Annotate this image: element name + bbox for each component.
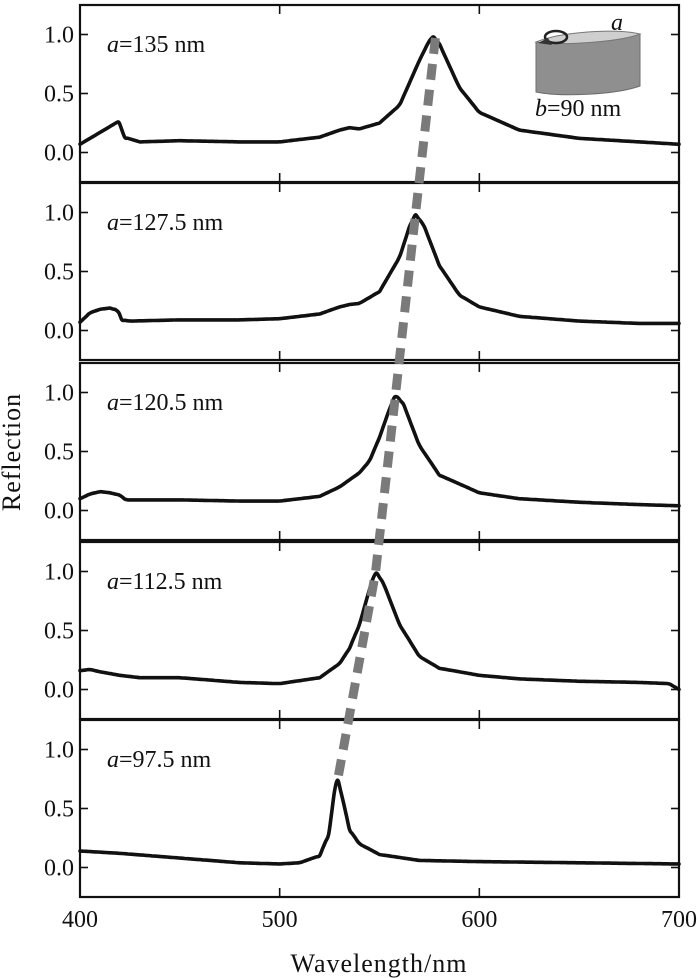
y-axis-label: Reflection	[0, 393, 26, 511]
panel-5: 0.0 0.5 1.0 a=97.5 nm	[44, 718, 681, 899]
x-tick-label: 600	[461, 907, 497, 933]
panel-label-symbol: a	[107, 32, 119, 58]
x-tick-label: 500	[262, 907, 298, 933]
panel-label-value: =120.5 nm	[119, 390, 224, 416]
y-tick-label: 0.5	[44, 82, 74, 108]
reflection-curve-3	[78, 394, 681, 508]
panel-label-value: =135 nm	[119, 32, 206, 58]
x-axis: 400 500 600 700	[62, 907, 697, 933]
panel-label-symbol: a	[107, 390, 119, 416]
y-tick-label: 1.0	[44, 560, 74, 586]
x-tick-label: 400	[62, 907, 98, 933]
panel-label-symbol: a	[107, 210, 119, 236]
panel-label-2: a=127.5 nm	[107, 210, 224, 236]
panel-4: 0.0 0.5 1.0 a=112.5 nm	[44, 540, 681, 721]
panel-label-3: a=120.5 nm	[107, 390, 224, 416]
reflection-curve-4	[78, 571, 681, 692]
panel-2: 0.0 0.5 1.0 a=127.5 nm	[44, 181, 681, 362]
panels-group: 0.00.51.0 a=135 nm0.00.51.0 a=127.5 nm0.00…	[44, 3, 681, 899]
panel-label-1: a=135 nm	[107, 32, 206, 58]
y-tick-label: 1.0	[44, 23, 74, 49]
panel-3: 0.0 0.5 1.0 a=120.5 nm	[44, 361, 681, 542]
x-axis-label: Wavelength/nm	[291, 949, 468, 978]
y-tick-label: 0.0	[44, 856, 74, 882]
inset-cylinder-body	[535, 33, 641, 96]
y-tick-label: 0.5	[44, 797, 74, 823]
reflection-curve-1	[78, 35, 681, 146]
panel-label-value: =112.5 nm	[119, 569, 223, 595]
panel-label-5: a=97.5 nm	[107, 747, 212, 773]
reflection-curve-5	[78, 778, 681, 866]
y-tick-label: 0.0	[44, 678, 74, 704]
panel-label-value: =127.5 nm	[119, 210, 224, 236]
y-tick-label: 0.0	[44, 141, 74, 167]
y-tick-label: 0.0	[44, 499, 74, 525]
reflection-curve-2	[78, 213, 681, 326]
inset-label-b: b=90 nm	[535, 96, 622, 122]
y-tick-label: 1.0	[44, 381, 74, 407]
peak-shift-trend-line	[333, 37, 440, 782]
panel-label-4: a=112.5 nm	[107, 569, 223, 595]
y-tick-label: 1.0	[44, 738, 74, 764]
panel-label-symbol: a	[107, 747, 119, 773]
y-tick-label: 0.0	[44, 319, 74, 345]
x-tick-label: 700	[661, 907, 697, 933]
inset-cutout	[538, 38, 552, 45]
y-tick-label: 0.5	[44, 440, 74, 466]
y-tick-label: 0.5	[44, 260, 74, 286]
panel-label-value: =97.5 nm	[119, 747, 212, 773]
panel-label-symbol: a	[107, 569, 119, 595]
inset-schematic: a b=90 nm	[534, 10, 642, 122]
inset-ring	[543, 29, 569, 45]
y-tick-label: 0.5	[44, 619, 74, 645]
inset-label-a: a	[611, 10, 623, 36]
y-tick-label: 1.0	[44, 201, 74, 227]
